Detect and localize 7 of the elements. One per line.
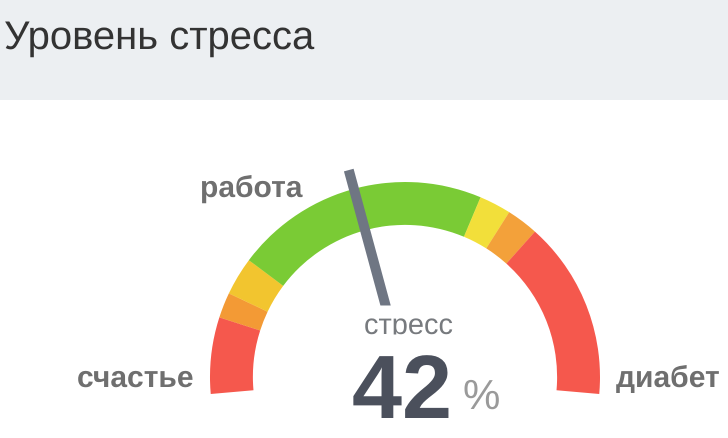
text: стресс — [364, 309, 454, 341]
slice-label: работа — [200, 171, 303, 204]
text: 42 — [352, 338, 452, 438]
slice-label: счастье — [77, 361, 194, 394]
slice-label: диабет — [616, 361, 720, 394]
chart-title: Уровень стресса — [4, 14, 316, 58]
text: % — [463, 371, 500, 418]
